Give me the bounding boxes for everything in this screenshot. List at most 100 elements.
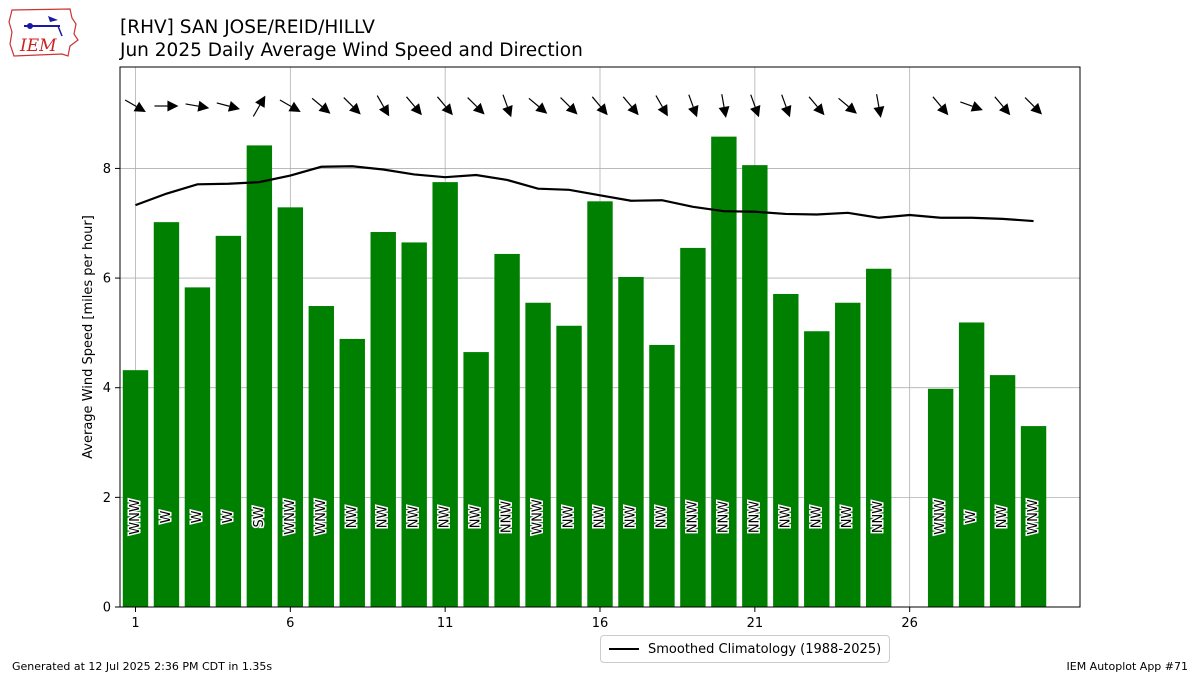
direction-label: W bbox=[964, 510, 979, 523]
bar bbox=[804, 331, 830, 607]
direction-arrow bbox=[216, 100, 240, 112]
direction-arrow bbox=[279, 99, 301, 112]
arrow-shaft bbox=[528, 97, 540, 108]
arrow-head bbox=[657, 104, 668, 117]
bar bbox=[556, 325, 582, 607]
direction-label: NW bbox=[809, 506, 824, 529]
arrow-head bbox=[410, 103, 422, 116]
x-tick-label: 16 bbox=[592, 616, 609, 631]
iem-logo: IEM bbox=[8, 8, 79, 57]
direction-arrow bbox=[502, 94, 513, 118]
arrow-shaft bbox=[1024, 97, 1035, 108]
bar bbox=[339, 338, 365, 607]
direction-label: W bbox=[159, 510, 174, 523]
direction-arrow bbox=[560, 97, 578, 115]
direction-label: NW bbox=[376, 506, 391, 529]
arrow-shaft bbox=[467, 97, 478, 108]
arrow-shaft bbox=[750, 94, 756, 108]
direction-arrow bbox=[376, 95, 390, 117]
y-tick-label: 4 bbox=[103, 381, 111, 396]
direction-label: W bbox=[190, 510, 205, 523]
y-axis-label: Average Wind Speed [miles per hour] bbox=[81, 215, 96, 459]
arrow-head bbox=[502, 105, 513, 118]
direction-arrow bbox=[718, 94, 730, 118]
direction-arrow bbox=[406, 96, 422, 116]
direction-label: NW bbox=[654, 506, 669, 529]
bar bbox=[277, 207, 304, 607]
bar bbox=[835, 302, 861, 607]
climatology-line-group bbox=[135, 165, 1034, 223]
arrow-head bbox=[318, 102, 331, 114]
bar bbox=[370, 232, 396, 607]
bar bbox=[308, 306, 334, 607]
y-tick-label: 2 bbox=[103, 491, 111, 506]
bar bbox=[989, 375, 1016, 607]
direction-arrow bbox=[467, 97, 485, 115]
x-tick-label: 26 bbox=[901, 616, 918, 631]
bar bbox=[927, 388, 954, 607]
bars bbox=[122, 136, 1047, 608]
arrow-shaft bbox=[721, 94, 725, 108]
arrow-head bbox=[970, 101, 983, 112]
arrow-head bbox=[441, 103, 453, 116]
arrow-head bbox=[750, 105, 761, 118]
arrow-shaft bbox=[932, 96, 942, 108]
arrow-shaft bbox=[406, 96, 416, 108]
arrow-head bbox=[627, 103, 639, 116]
arrow-head bbox=[133, 101, 146, 112]
direction-arrow bbox=[688, 94, 699, 118]
arrow-head bbox=[596, 103, 608, 116]
direction-label: NW bbox=[562, 506, 577, 529]
arrow-shaft bbox=[876, 94, 880, 108]
direction-arrow bbox=[932, 96, 949, 116]
arrow-head bbox=[1030, 102, 1043, 115]
direction-arrow bbox=[436, 96, 453, 116]
arrow-head bbox=[565, 102, 578, 115]
bar bbox=[649, 344, 675, 607]
x-tick-label: 1 bbox=[131, 616, 139, 631]
arrow-head bbox=[844, 102, 857, 114]
arrow-head bbox=[197, 100, 210, 112]
bar bbox=[866, 268, 892, 607]
direction-arrows bbox=[124, 94, 1043, 118]
legend: Smoothed Climatology (1988-2025) bbox=[600, 635, 891, 663]
bar bbox=[1020, 426, 1047, 607]
direction-label: W bbox=[221, 510, 236, 523]
climatology-line bbox=[135, 165, 1034, 223]
chart-subtitle: Jun 2025 Daily Average Wind Speed and Di… bbox=[120, 40, 583, 61]
bar bbox=[680, 247, 706, 608]
arrow-head bbox=[780, 105, 792, 118]
arrow-shaft bbox=[960, 101, 973, 107]
direction-label: NNW bbox=[871, 501, 886, 533]
bar bbox=[494, 253, 520, 608]
arrow-head bbox=[535, 102, 548, 114]
direction-labels: WNW W W W SW WNW WNW NW NW NW NW NW NNW WNW NW NW NW NW NN… bbox=[126, 498, 1042, 537]
direction-arrow bbox=[808, 96, 825, 116]
arrow-shaft bbox=[124, 99, 137, 108]
direction-arrow bbox=[311, 97, 331, 114]
direction-label: WNW bbox=[283, 499, 298, 535]
arrow-head bbox=[288, 101, 301, 112]
bar bbox=[711, 136, 737, 607]
direction-arrow bbox=[873, 94, 885, 118]
arrow-shaft bbox=[502, 94, 509, 108]
direction-arrow bbox=[185, 100, 210, 112]
direction-label: NNW bbox=[685, 501, 700, 533]
direction-label: NW bbox=[778, 506, 793, 529]
legend-label: Smoothed Climatology (1988-2025) bbox=[648, 641, 882, 657]
direction-label: NNW bbox=[500, 501, 515, 533]
direction-label: NW bbox=[345, 506, 360, 529]
bar bbox=[463, 352, 489, 607]
direction-label: NW bbox=[623, 506, 638, 529]
bar bbox=[215, 235, 242, 608]
direction-label: WNW bbox=[531, 499, 546, 535]
arrow-shaft bbox=[311, 97, 323, 108]
direction-label: WNW bbox=[128, 499, 143, 535]
arrow-shaft bbox=[838, 97, 849, 108]
svg-text:IEM: IEM bbox=[19, 36, 57, 56]
bar bbox=[246, 145, 273, 607]
bar bbox=[401, 242, 427, 608]
arrow-shaft bbox=[279, 99, 292, 108]
direction-label: WNW bbox=[314, 499, 329, 535]
y-tick-label: 6 bbox=[103, 272, 111, 287]
